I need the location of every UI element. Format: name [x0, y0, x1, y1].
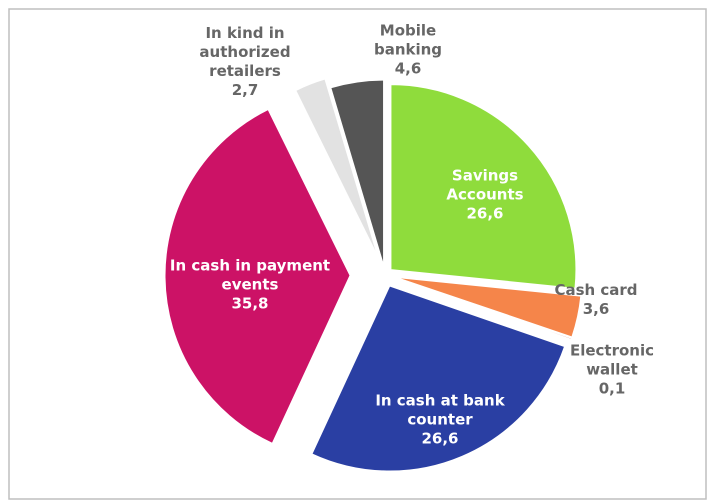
category-label: In cash at bank counter — [375, 391, 505, 429]
slice-label: In cash at bank counter 26,6 — [365, 392, 515, 449]
pie-slice — [396, 277, 582, 338]
pie-slice — [396, 278, 573, 340]
slice-label: Cash card 3,6 — [541, 281, 651, 319]
value-label: 3,6 — [582, 300, 610, 318]
slice-label: Mobile banking 4,6 — [363, 22, 453, 79]
pie-slice — [164, 108, 351, 444]
category-label: Electronic wallet — [569, 341, 655, 379]
value-label: 0,1 — [598, 379, 626, 398]
pie-slice — [311, 285, 566, 472]
category-label: In kind in authorized retailers — [199, 24, 291, 80]
value-label: 35,8 — [231, 294, 269, 313]
slice-label: Savings Accounts 26,6 — [430, 167, 540, 224]
slice-label: Electronic wallet 0,1 — [562, 342, 662, 399]
category-label: In cash in payment events — [169, 256, 331, 294]
value-label: 26,6 — [466, 204, 504, 223]
pie-slice — [330, 79, 385, 266]
value-label: 26,6 — [421, 429, 459, 448]
pie-slice — [390, 84, 577, 289]
value-label: 4,6 — [394, 59, 422, 78]
category-label: Savings Accounts — [446, 166, 524, 204]
slice-label: In cash in payment events 35,8 — [160, 257, 340, 314]
pie-slice — [295, 78, 379, 257]
slice-label: In kind in authorized retailers 2,7 — [183, 24, 308, 100]
value-label: 2,7 — [231, 81, 259, 99]
frame — [8, 8, 707, 500]
category-label: Mobile banking — [373, 21, 443, 59]
category-label: Cash card — [554, 281, 638, 299]
